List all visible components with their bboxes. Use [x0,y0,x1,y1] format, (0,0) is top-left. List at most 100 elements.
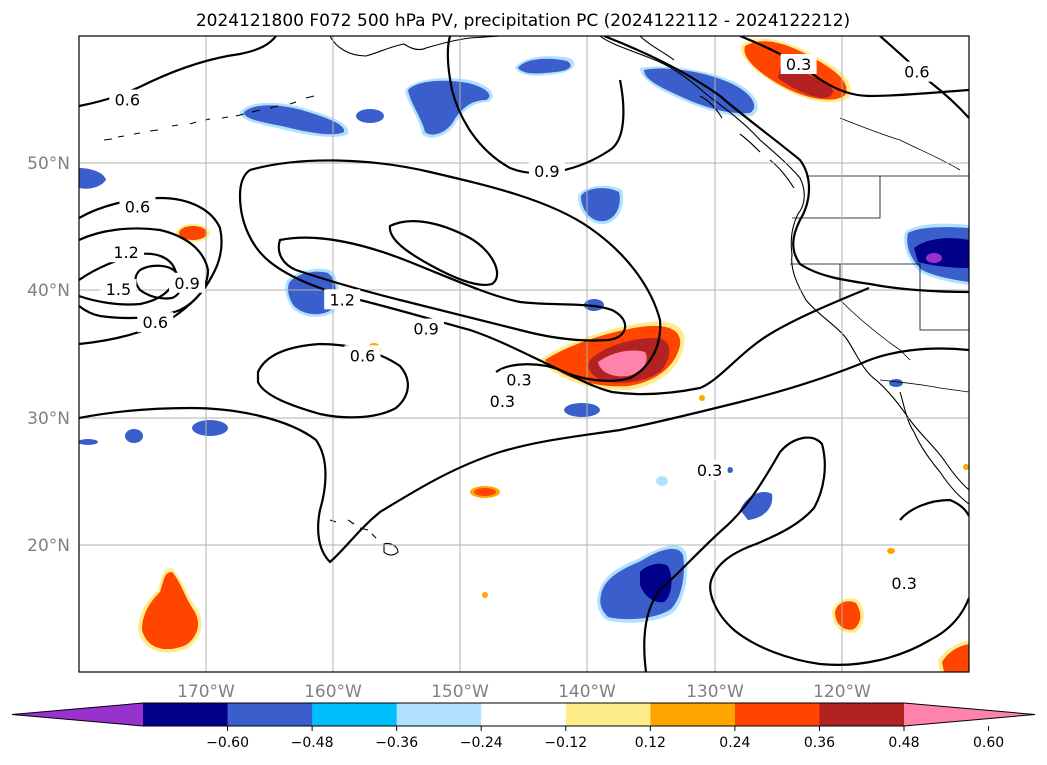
pv-contour-large-loop [238,159,662,382]
precip-negative-area [79,168,106,189]
contour-label: 0.6 [344,345,381,366]
contour-label-text: 1.2 [113,243,138,262]
precip-positive-area [598,350,647,377]
colorbar-tick-label: 0.24 [719,735,750,751]
colorbar-segments [11,702,1036,727]
aleutian-islands [103,95,315,141]
precip-negative-area [244,105,345,135]
precip-negative-area [740,491,773,520]
mexico-border [879,379,969,393]
contour-label: 0.3 [691,459,728,480]
pv-contour-0.3-se [899,498,969,521]
oregon-border [792,176,881,219]
nevada-border [839,264,911,361]
contour-label-text: 0.3 [490,392,515,411]
lon-label-120w: 120°W [813,682,871,702]
baja-coastline [899,391,969,505]
contour-label: 1.5 [100,279,137,300]
contour-label-text: 0.6 [350,346,375,365]
contour-label-halo [484,391,521,412]
lon-label-160w: 160°W [304,682,362,702]
contour-label-halo [108,242,145,263]
colorbar-extend-max [904,703,1035,726]
contour-label: 1.2 [324,289,361,310]
gridlines [79,36,969,672]
precip-positive-area [778,67,833,98]
contour-label-text: 0.9 [534,162,559,181]
precip-negative-area [408,80,490,135]
contour-label-text: 0.6 [143,313,168,332]
precip-negative-area [79,439,98,445]
figure-title: 2024121800 F072 500 hPa PV, precipitatio… [196,11,850,31]
contour-label-text: 0.6 [125,197,150,216]
contour-label: 1.2 [108,242,145,263]
contour-label: 0.6 [137,312,174,333]
contour-label-halo [344,345,381,366]
precip-negative-area [564,403,600,417]
pv-contours [79,36,969,672]
contour-label: 0.6 [898,61,935,82]
map-frame [78,35,970,673]
precip-negative-area [656,476,668,486]
colorbar-tick-label: 0.48 [888,735,919,751]
pv-contour-0.3-upper [495,286,870,396]
contour-label-halo [886,572,923,593]
pv-contour-0.3-main [79,347,969,564]
precip-negative-area [192,420,228,436]
contour-label-halo [169,272,206,293]
colorbar-segment [819,703,905,726]
colorbar-tick-label: −0.48 [291,735,334,751]
axis-labels: 50°N 40°N 30°N 20°N 170°W 160°W 150°W 14… [27,154,871,702]
precip-negative-area [125,429,143,443]
precip-negative-area [926,253,942,263]
pv-contour-0.3-nw [739,36,969,98]
contour-label: 0.3 [484,391,521,412]
precip-positive-area [179,226,207,240]
colorbar: −0.60 −0.48 −0.36 −0.24 −0.12 0.12 0.24 0.36 0.4… [11,702,1036,751]
precip-positive-area [963,464,969,470]
political-borders [790,117,969,393]
lon-label-130w: 130°W [686,682,744,702]
colorbar-segment [650,703,736,726]
contour-label-text: 0.3 [697,461,722,480]
contour-label-halo [100,279,137,300]
contour-label: 0.9 [408,318,445,339]
contour-label-halo [137,312,174,333]
contour-label: 0.3 [780,53,817,74]
pv-contour-0.6-ne [879,36,969,119]
contour-label-halo [109,89,146,110]
precip-negative-area [356,109,384,123]
colorbar-tick-label: −0.12 [544,735,587,751]
contour-label-halo [324,289,361,310]
contour-label-text: 1.2 [329,290,354,309]
precip-positive-area [699,395,705,401]
colorbar-tick-label: −0.36 [375,735,418,751]
contour-label: 0.6 [109,89,146,110]
pv-contour-0.3-south [643,436,969,672]
colorbar-tick-label: −0.24 [460,735,503,751]
colorbar-segment [565,703,651,726]
colorbar-ticks: −0.60 −0.48 −0.36 −0.24 −0.12 0.12 0.24 0.36 0.4… [206,726,1004,751]
precip-positive-area [482,592,488,598]
colorbar-tick-label: 0.12 [635,735,666,751]
pv-contour-1.2-mid [388,220,499,286]
lat-label-20n: 20°N [27,536,70,556]
colorbar-segment [227,703,313,726]
colorbar-segment [396,703,482,726]
contour-label: 0.3 [500,369,537,390]
lat-label-50n: 50°N [27,154,70,174]
alaska-canada-border [839,117,961,171]
california-border [790,263,969,331]
colorbar-segment [734,703,820,726]
precip-positive-area [835,601,861,630]
precip-negative-area [288,271,336,315]
alaska-coastline [329,36,501,57]
precip-negative-area [581,188,620,222]
contour-label-halo [500,369,537,390]
colorbar-tick-label: 0.60 [973,735,1004,751]
pv-contour-0.9-mid [277,236,627,342]
contour-label-text: 0.9 [174,274,199,293]
pv-contour-0.6-mid [256,342,409,419]
colorbar-outline [11,702,1036,727]
contour-label-text: 0.3 [786,55,811,74]
